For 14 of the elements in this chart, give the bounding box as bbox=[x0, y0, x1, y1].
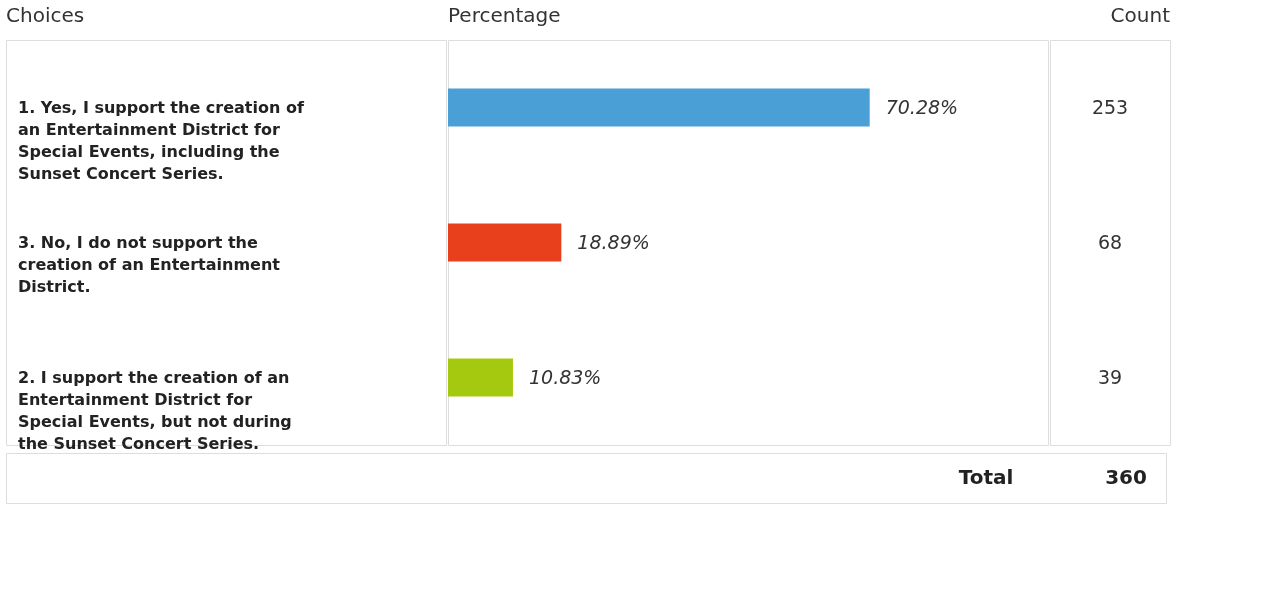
y-axis-title: Choices bbox=[6, 3, 85, 27]
text: 253 bbox=[1091, 95, 1129, 118]
y-tick-label: 2. I support the creation of an Entertainment District for Special Events, but not during the Sunset Concert Series. bbox=[18, 367, 292, 453]
text: 68 bbox=[1097, 230, 1123, 253]
x-axis-title: Percentage bbox=[448, 3, 561, 27]
text: Count bbox=[1110, 3, 1171, 27]
y-tick-label: 3. No, I do not support the creation of an Entertainment District. bbox=[18, 232, 281, 296]
text: Total bbox=[958, 465, 1014, 489]
text: 39 bbox=[1097, 365, 1123, 388]
data-label: 70.28% bbox=[885, 95, 959, 118]
y-tick-label: 1. Yes, I support the creation of an Entertainment District for Special Events, including the Sunset Concert Series. bbox=[18, 97, 305, 183]
text: 360 bbox=[1105, 465, 1147, 489]
data-label: 10.83% bbox=[528, 365, 602, 388]
data-label: 18.89% bbox=[577, 230, 650, 253]
